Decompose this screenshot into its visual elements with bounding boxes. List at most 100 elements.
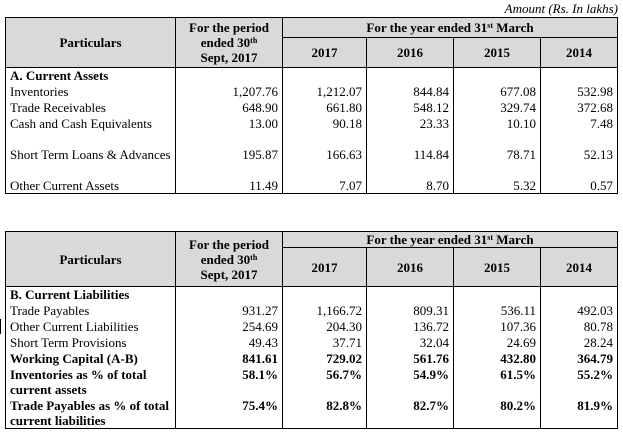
row-value: 7.48 [540, 115, 618, 147]
row-value: 49.43 [175, 334, 283, 351]
row-value: 329.74 [453, 99, 541, 116]
row-value: 24.69 [453, 334, 541, 351]
table-row: Other Current Liabilities 254.69 204.30 136… [5, 318, 618, 335]
table-row: Short Term Provisions 49.43 37.71 32.04 24.6… [5, 334, 618, 351]
year-row: 2017 2016 2015 2014 [6, 247, 618, 287]
period-header-line3: Sept, 2017 [200, 50, 258, 65]
row-value: 0.57 [540, 177, 618, 194]
current-assets-table: Particulars For the period ended 30th Se… [5, 17, 618, 194]
year-group-suffix: March [493, 232, 534, 247]
row-value: 11.49 [175, 177, 283, 194]
section-title: A. Current Assets [5, 67, 176, 84]
row-label: Other Current Assets [5, 177, 176, 194]
row-value: 195.87 [175, 146, 283, 178]
row-value: 80.78 [540, 318, 618, 335]
row-value: 648.90 [175, 99, 283, 116]
row-value: 82.8% [282, 397, 367, 429]
period-header: For the period ended 30th Sept, 2017 [175, 17, 283, 68]
row-value: 372.68 [540, 99, 618, 116]
period-header-line2: ended 30 [200, 35, 251, 50]
table-row: Inventories as % of total current assets… [5, 366, 618, 398]
period-header-sup: th [250, 36, 258, 45]
row-value: 492.03 [540, 302, 618, 319]
year-header: 2017 [282, 247, 367, 287]
period-header-line1: For the period [189, 236, 269, 252]
year-group-prefix: For the year ended 31 [366, 20, 488, 35]
row-value: 809.31 [366, 302, 454, 319]
row-value: 1,207.76 [175, 83, 283, 100]
year-group-header: For the year ended 31st March [282, 231, 618, 248]
particulars-header: Particulars [5, 17, 176, 68]
period-header-line3: Sept, 2017 [200, 266, 258, 282]
period-header-sup: th [250, 252, 258, 262]
year-header: 2017 [282, 37, 367, 68]
row-value: 37.71 [282, 334, 367, 351]
row-label: Trade Payables as % of total current lia… [5, 397, 176, 429]
year-header: 2015 [453, 247, 541, 287]
row-label: Inventories [5, 83, 176, 100]
row-value: 32.04 [366, 334, 454, 351]
row-value: 28.24 [540, 334, 618, 351]
table-row: Other Current Assets 11.49 7.07 8.70 5.32 0.5… [5, 177, 618, 194]
year-group-suffix: March [493, 20, 534, 35]
row-value: 80.2% [453, 397, 541, 429]
row-value: 844.84 [366, 83, 454, 100]
row-label: Inventories as % of total current assets [5, 366, 176, 398]
row-value: 56.7% [282, 366, 367, 398]
year-header: 2016 [366, 37, 454, 68]
left-edge-mark [0, 319, 1, 334]
table-row: Short Term Loans & Advances 195.87 166.63 1… [5, 146, 618, 178]
row-value: 677.08 [453, 83, 541, 100]
current-liabilities-table: Particulars For the period ended 30th Se… [5, 231, 618, 429]
row-label: Working Capital (A-B) [5, 350, 176, 367]
year-header: 2014 [540, 37, 618, 68]
row-value: 841.61 [175, 350, 283, 367]
table-row: Working Capital (A-B) 841.61 729.02 561.76 4… [5, 350, 618, 367]
year-header: 2014 [540, 247, 618, 287]
period-header: For the period ended 30th Sept, 2017 [175, 231, 283, 287]
row-value: 5.32 [453, 177, 541, 194]
year-header: 2015 [453, 37, 541, 68]
table-row: Cash and Cash Equivalents 13.00 90.18 23.33… [5, 115, 618, 147]
row-label: Other Current Liabilities [5, 318, 176, 335]
table-row: Trade Payables as % of total current lia… [5, 397, 618, 429]
header-row: Particulars For the period ended 30th Se… [5, 17, 618, 68]
row-value: 54.9% [366, 366, 454, 398]
row-label: Short Term Provisions [5, 334, 176, 351]
row-label: Trade Receivables [5, 99, 176, 116]
row-label: Short Term Loans & Advances [5, 146, 176, 178]
current-assets-table-body: Particulars For the period ended 30th Se… [5, 17, 618, 194]
row-value: 729.02 [282, 350, 367, 367]
row-value: 107.36 [453, 318, 541, 335]
particulars-header: Particulars [5, 231, 176, 287]
row-value: 532.98 [540, 83, 618, 100]
year-group-header: For the year ended 31st March [282, 17, 618, 38]
section-row: B. Current Liabilities [5, 286, 618, 303]
year-group-sup: st [487, 233, 494, 242]
row-value: 166.63 [282, 146, 367, 178]
row-value: 1,212.07 [282, 83, 367, 100]
row-value: 204.30 [282, 318, 367, 335]
row-value: 432.80 [453, 350, 541, 367]
row-value: 58.1% [175, 366, 283, 398]
row-value: 7.07 [282, 177, 367, 194]
table-row: Inventories 1,207.76 1,212.07 844.84 677.08 5… [5, 83, 618, 100]
row-value: 536.11 [453, 302, 541, 319]
row-value: 82.7% [366, 397, 454, 429]
row-value: 81.9% [540, 397, 618, 429]
table-row: Trade Receivables 648.90 661.80 548.12 329.7… [5, 99, 618, 116]
amount-unit-note: Amount (Rs. In lakhs) [504, 1, 618, 16]
year-header: 2016 [366, 247, 454, 287]
row-value: 90.18 [282, 115, 367, 147]
year-group-sup: st [487, 21, 494, 30]
row-value: 55.2% [540, 366, 618, 398]
section-title: B. Current Liabilities [5, 286, 176, 303]
row-value: 1,166.72 [282, 302, 367, 319]
current-liabilities-table-body: Particulars For the period ended 30th Se… [5, 231, 618, 429]
row-value: 10.10 [453, 115, 541, 147]
header-row: Particulars For the period ended 30th Se… [5, 231, 618, 287]
row-value: 364.79 [540, 350, 618, 367]
row-value: 8.70 [366, 177, 454, 194]
section-row: A. Current Assets [5, 67, 618, 84]
row-value: 23.33 [366, 115, 454, 147]
